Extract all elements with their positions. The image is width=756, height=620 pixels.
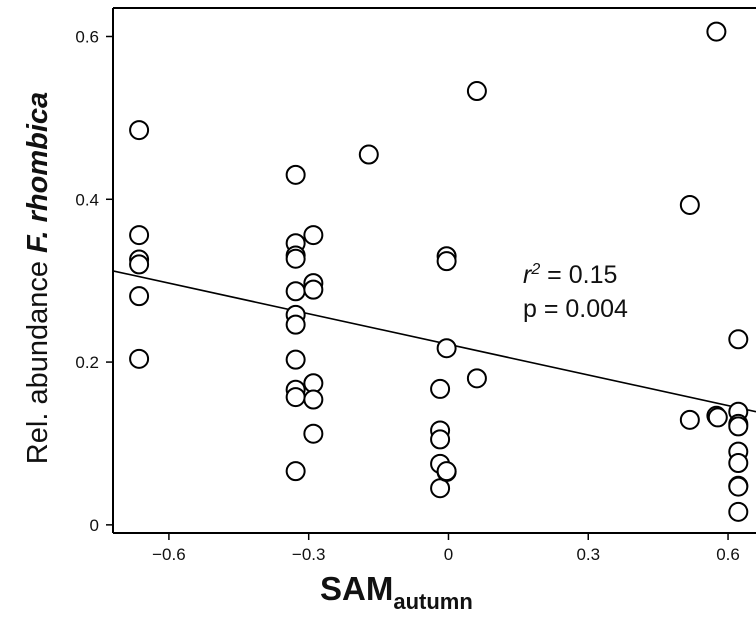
regression-line xyxy=(112,270,756,413)
data-point xyxy=(129,225,150,246)
x-tick-label: 0.6 xyxy=(716,545,740,564)
x-tick-label: −0.3 xyxy=(292,545,326,564)
data-point xyxy=(707,407,728,428)
r-exponent: 2 xyxy=(531,261,541,278)
y-axis-title: Rel. abundance F. rhombica xyxy=(22,92,54,464)
data-point xyxy=(358,144,379,165)
x-tick-label: −0.6 xyxy=(152,545,186,564)
data-point xyxy=(706,21,727,42)
data-point xyxy=(285,248,306,269)
data-point xyxy=(285,281,306,302)
x-axis-title-subscript: autumn xyxy=(393,589,473,614)
data-point xyxy=(728,476,749,497)
regression-annotation: r2 = 0.15 p = 0.004 xyxy=(523,253,628,326)
data-point xyxy=(679,409,700,430)
data-point xyxy=(466,368,487,389)
y-tick-label: 0.6 xyxy=(75,27,99,46)
data-point xyxy=(285,314,306,335)
y-tick-label: 0.4 xyxy=(75,190,99,209)
data-point xyxy=(285,461,306,482)
x-axis-title-main: SAM xyxy=(320,570,394,607)
r-symbol: r xyxy=(523,261,532,289)
p-value-label: p = 0.004 xyxy=(523,295,628,323)
data-point xyxy=(285,349,306,370)
data-point xyxy=(303,389,324,410)
data-point xyxy=(285,164,306,185)
y-axis-title-species: F. rhombica xyxy=(22,92,54,253)
data-point xyxy=(430,429,451,450)
svg-text:Rel. abundance F. rhombica: Rel. abundance F. rhombica xyxy=(22,92,54,464)
data-point xyxy=(129,254,150,275)
r-squared-value: = 0.15 xyxy=(540,261,618,289)
data-point xyxy=(728,416,749,437)
data-point xyxy=(430,378,451,399)
data-point xyxy=(466,81,487,102)
data-point xyxy=(303,225,324,246)
data-point xyxy=(436,338,457,359)
axes: 0 0.2 0.4 0.6 −0.6 −0.3 0 0.3 0.6 xyxy=(75,7,756,564)
y-tick-label: 0 xyxy=(90,516,99,535)
x-tick-label: 0.3 xyxy=(576,545,600,564)
data-point xyxy=(436,251,457,272)
data-point xyxy=(129,286,150,307)
r-squared-label: r2 = 0.15 xyxy=(523,253,628,292)
data-point xyxy=(728,453,749,473)
points-layer xyxy=(129,21,749,522)
trendline-layer xyxy=(112,270,756,413)
data-point xyxy=(303,423,324,444)
y-axis-title-prefix: Rel. abundance xyxy=(22,253,54,464)
data-point xyxy=(129,348,150,369)
data-point xyxy=(679,194,700,215)
data-point xyxy=(285,387,306,408)
data-point xyxy=(129,120,150,141)
x-axis-title: SAMautumn xyxy=(320,570,473,615)
data-point xyxy=(728,501,749,522)
data-point xyxy=(728,329,749,350)
data-point xyxy=(303,279,324,300)
data-point xyxy=(436,461,457,482)
y-tick-label: 0.2 xyxy=(75,353,99,372)
x-tick-label: 0 xyxy=(444,545,453,564)
